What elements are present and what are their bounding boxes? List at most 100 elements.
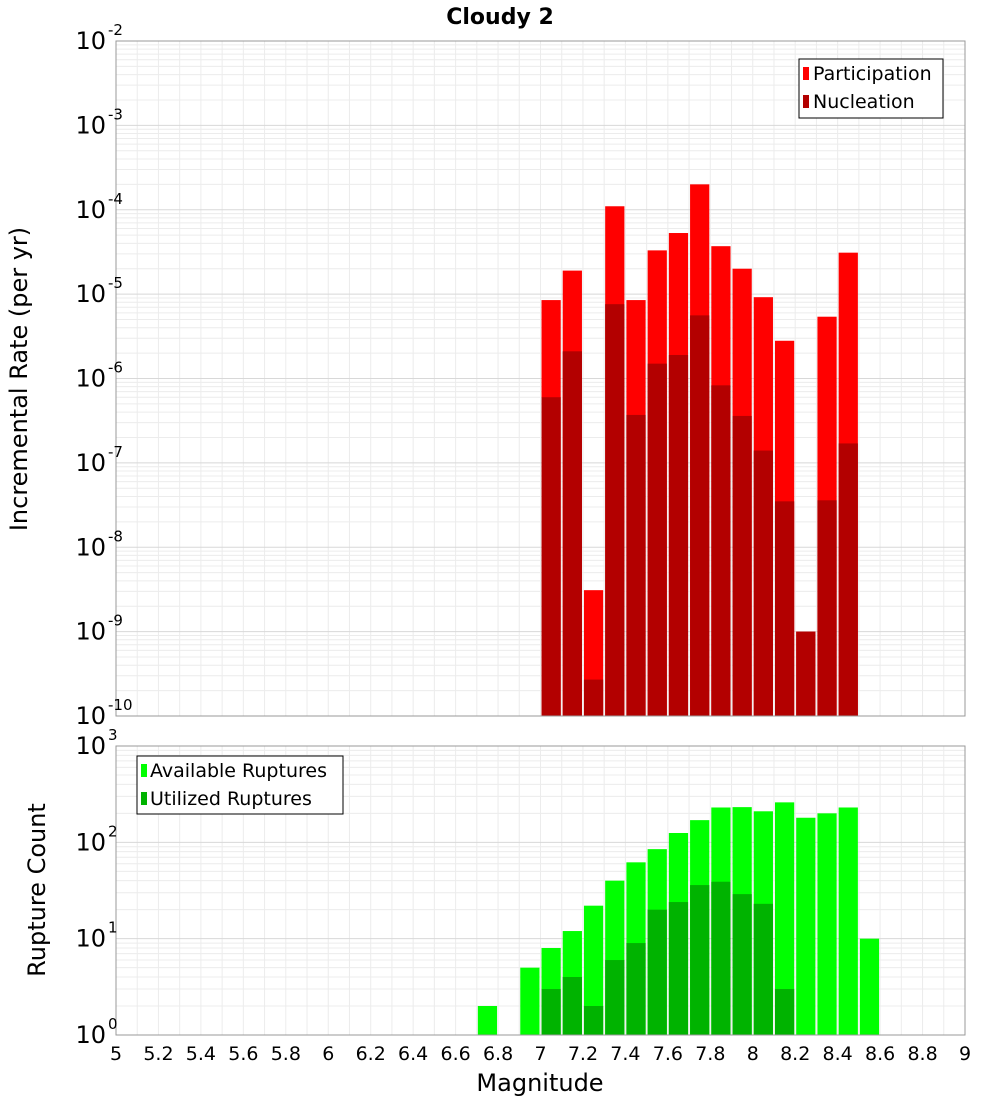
x-tick-label: 5.2 (143, 1043, 173, 1065)
y-tick-exponent: -8 (108, 527, 123, 545)
x-tick-label: 8.6 (865, 1043, 895, 1065)
y-tick-label: 10 (75, 732, 106, 760)
y-tick-label: 10 (75, 280, 106, 308)
bar-nucleation (817, 500, 837, 716)
y-tick-label: 10 (75, 533, 106, 561)
top-grid (115, 41, 966, 717)
x-tick-label: 8.2 (780, 1043, 810, 1065)
y-tick-exponent: -2 (108, 21, 123, 39)
y-tick-label: 10 (75, 1021, 106, 1049)
x-tick-label: 6 (322, 1043, 334, 1065)
legend-label-participation: Participation (813, 63, 932, 85)
x-tick-label: 6.4 (398, 1043, 428, 1065)
x-tick-label: 7.4 (610, 1043, 640, 1065)
x-tick-label: 5.8 (271, 1043, 301, 1065)
bottom-bars (477, 802, 880, 1035)
bar-utilized-ruptures (774, 989, 795, 1035)
x-tick-label: 5.4 (186, 1043, 216, 1065)
chart-title: Cloudy 2 (446, 5, 554, 30)
legend-swatch-available (141, 764, 147, 777)
y-tick-exponent: -5 (108, 274, 123, 292)
bar-available-ruptures (477, 1006, 498, 1035)
bar-available-ruptures (859, 938, 880, 1035)
bar-utilized-ruptures (541, 989, 561, 1035)
legend-label-nucleation: Nucleation (813, 91, 915, 113)
bar-nucleation (541, 397, 561, 716)
y-tick-exponent: 0 (108, 1015, 118, 1033)
y-tick-exponent: 1 (108, 919, 118, 937)
legend-swatch-participation (803, 67, 809, 80)
bar-utilized-ruptures (605, 960, 625, 1035)
y-tick-label: 10 (75, 365, 106, 393)
x-tick-label: 6.8 (483, 1043, 513, 1065)
top-legend: Participation Nucleation (798, 58, 944, 119)
bar-nucleation (690, 315, 710, 716)
y-tick-label: 10 (75, 449, 106, 477)
bar-nucleation (796, 631, 816, 716)
bar-available-ruptures (838, 807, 858, 1035)
bar-utilized-ruptures (647, 909, 667, 1035)
bar-nucleation (583, 679, 604, 716)
bar-utilized-ruptures (583, 1006, 604, 1035)
bar-utilized-ruptures (732, 894, 752, 1035)
x-tick-label: 7.8 (695, 1043, 725, 1065)
x-tick-label: 8.4 (823, 1043, 853, 1065)
y-tick-label: 10 (75, 196, 106, 224)
y-tick-exponent: -3 (108, 105, 123, 123)
y-tick-exponent: -6 (108, 359, 123, 377)
y-tick-label: 10 (75, 27, 106, 55)
bar-nucleation (838, 443, 858, 716)
bar-utilized-ruptures (753, 903, 773, 1035)
bar-utilized-ruptures (711, 881, 731, 1035)
bar-nucleation (774, 501, 795, 716)
top-bars (541, 184, 858, 717)
bar-nucleation (668, 354, 689, 716)
legend-label-available: Available Ruptures (150, 760, 327, 782)
y-tick-exponent: -4 (108, 190, 123, 208)
legend-swatch-utilized (141, 792, 147, 805)
x-tick-label: 5.6 (228, 1043, 258, 1065)
bar-nucleation (605, 304, 625, 716)
bar-available-ruptures (817, 813, 837, 1035)
top-y-axis-label: Incremental Rate (per yr) (5, 227, 33, 531)
x-tick-label: 6.6 (440, 1043, 470, 1065)
y-tick-exponent: -7 (108, 443, 123, 461)
bar-utilized-ruptures (626, 943, 646, 1035)
x-tick-label: 6.2 (356, 1043, 386, 1065)
y-tick-exponent: -9 (108, 612, 123, 630)
legend-label-utilized: Utilized Ruptures (150, 788, 312, 810)
bottom-y-axis-label: Rupture Count (23, 803, 51, 977)
bar-available-ruptures (796, 817, 816, 1035)
x-tick-label: 7 (534, 1043, 546, 1065)
x-axis-label: Magnitude (476, 1069, 603, 1097)
bar-available-ruptures (583, 905, 604, 1035)
y-tick-label: 10 (75, 925, 106, 953)
bar-nucleation (732, 415, 752, 716)
bottom-legend: Available Ruptures Utilized Ruptures (136, 755, 344, 815)
bar-available-ruptures (774, 802, 795, 1035)
x-tick-label: 7.6 (653, 1043, 683, 1065)
y-tick-exponent: 3 (108, 726, 118, 744)
x-tick-label: 8 (747, 1043, 759, 1065)
bar-nucleation (753, 450, 773, 716)
x-tick-label: 5 (110, 1043, 122, 1065)
y-tick-label: 10 (75, 618, 106, 646)
bar-utilized-ruptures (668, 902, 689, 1035)
x-tick-label: 8.8 (907, 1043, 937, 1065)
x-tick-label: 9 (959, 1043, 971, 1065)
bar-available-ruptures (520, 967, 540, 1035)
y-tick-label: 10 (75, 828, 106, 856)
bar-nucleation (626, 414, 646, 716)
bar-utilized-ruptures (690, 885, 710, 1035)
legend-swatch-nucleation (803, 95, 809, 108)
y-tick-label: 10 (75, 111, 106, 139)
x-tick-label: 7.2 (568, 1043, 598, 1065)
y-tick-exponent: 2 (108, 822, 118, 840)
y-tick-label: 10 (75, 702, 106, 730)
y-tick-exponent: -10 (108, 696, 133, 714)
bar-nucleation (711, 385, 731, 716)
bar-nucleation (647, 363, 667, 716)
